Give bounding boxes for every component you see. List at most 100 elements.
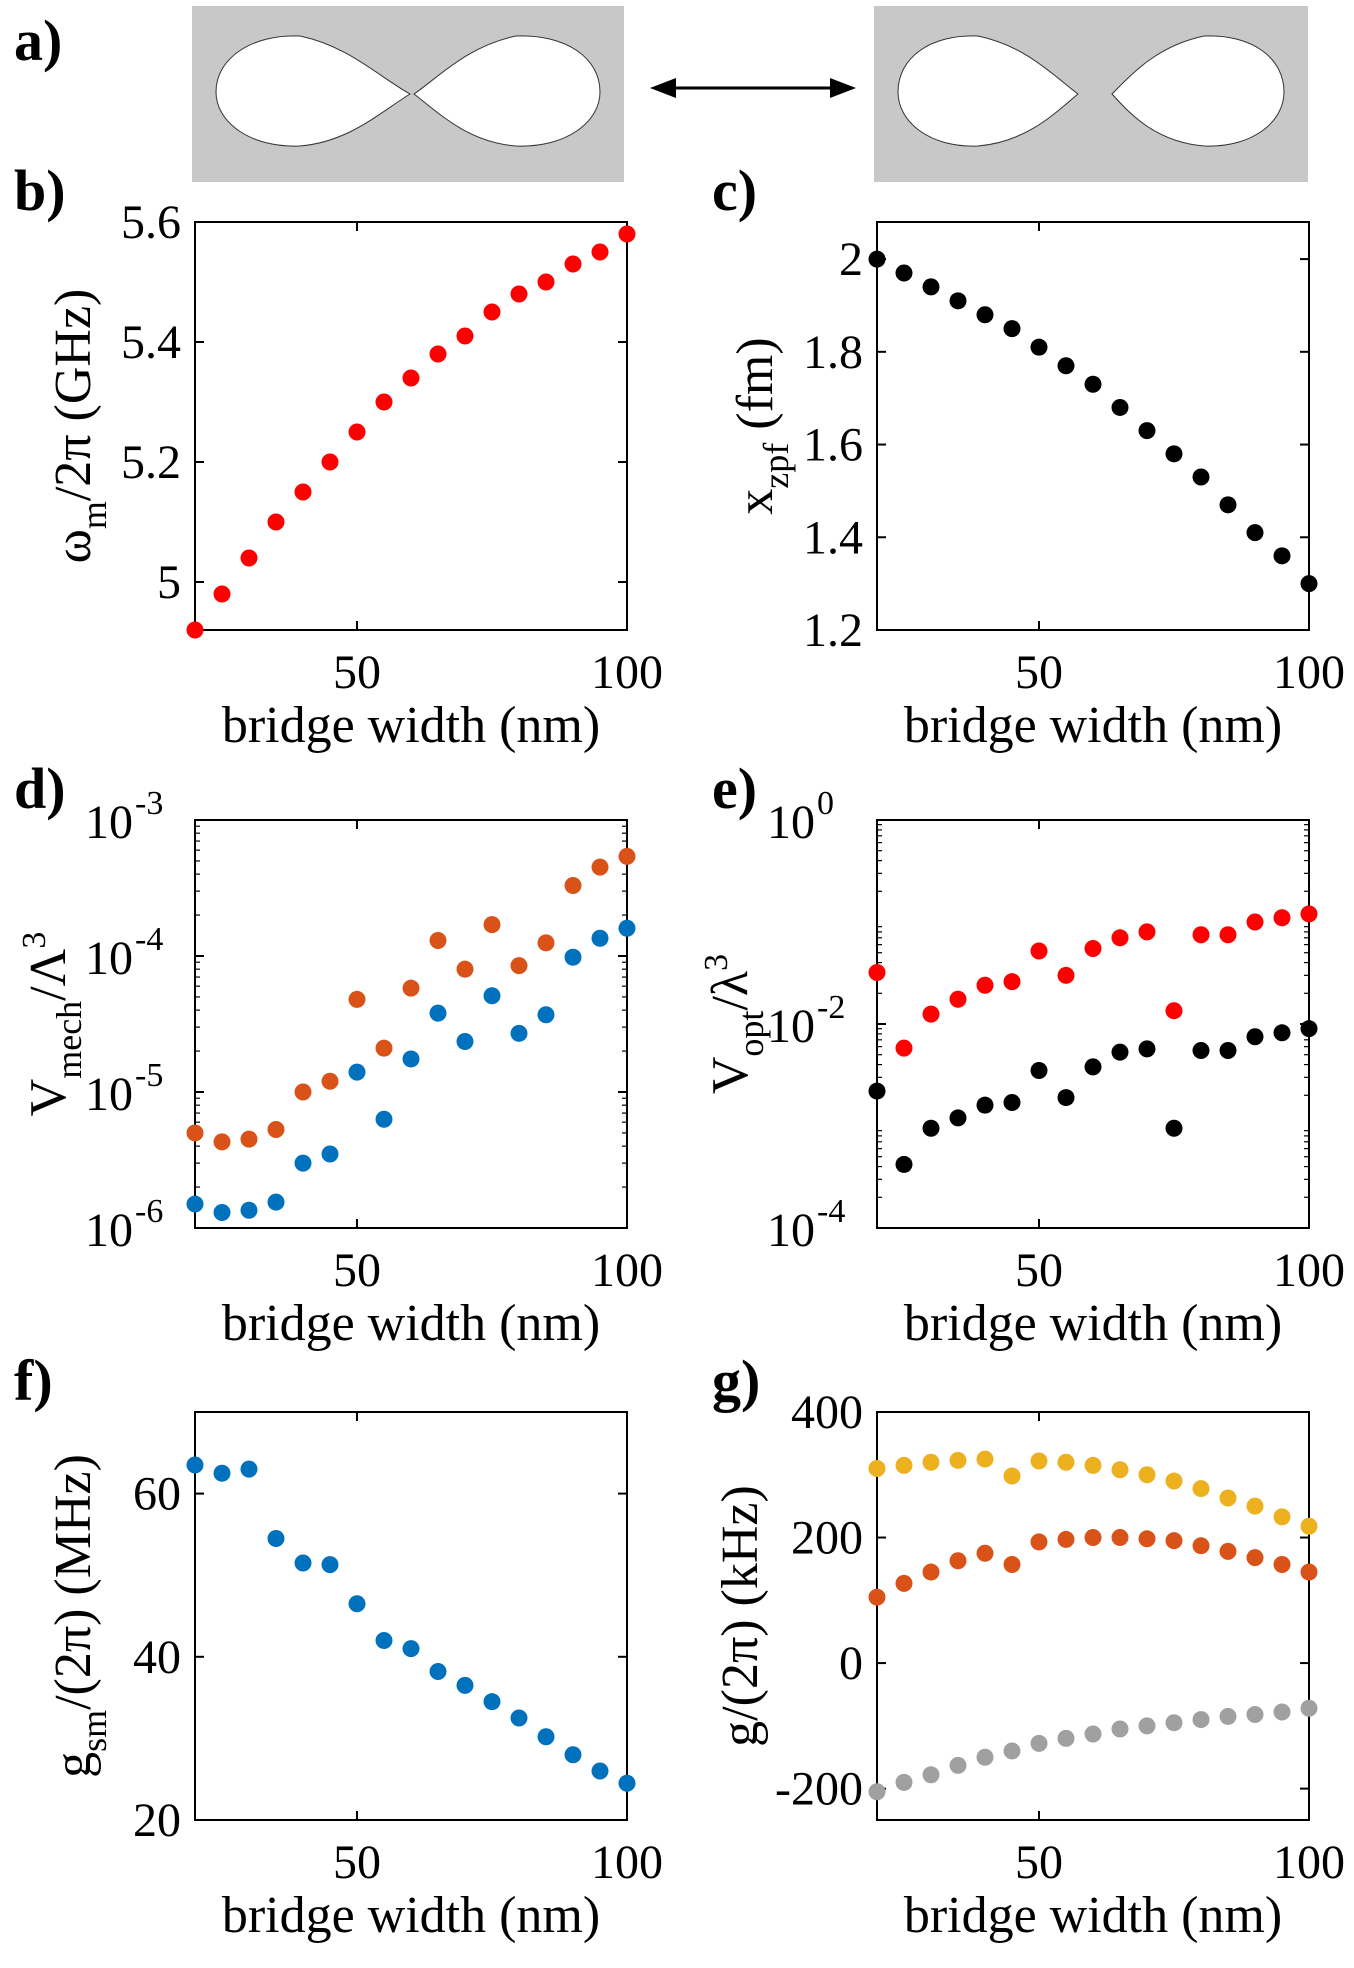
data-point	[375, 393, 393, 411]
data-point	[922, 1119, 940, 1137]
y-tick-label: 40	[133, 1631, 181, 1684]
data-point	[456, 960, 474, 978]
data-point	[922, 1563, 940, 1581]
data-point	[240, 1460, 258, 1478]
y-axis-label-rest: /(2π) (MHz)	[45, 1454, 102, 1710]
data-point	[1084, 939, 1102, 957]
data-point	[1246, 1706, 1264, 1724]
panel-c-label: c)	[712, 158, 757, 223]
data-point	[1300, 1020, 1318, 1038]
y-tick-label: 10	[85, 1204, 133, 1257]
data-point	[1057, 357, 1075, 375]
data-point	[895, 264, 913, 282]
y-tick-label: 10	[85, 932, 133, 985]
data-point	[1273, 909, 1291, 927]
data-point	[186, 1195, 204, 1213]
x-axis-label: bridge width (nm)	[904, 697, 1282, 754]
data-point	[922, 1453, 940, 1471]
data-point	[868, 1783, 886, 1801]
series-orange-series	[186, 847, 636, 1151]
y-axis-label-base: ω	[45, 529, 102, 563]
data-point	[429, 345, 447, 363]
series-mechanical-frequency	[186, 225, 636, 639]
x-tick-label: 50	[333, 1836, 381, 1889]
y-tick-label: 10	[85, 1068, 133, 1121]
data-point	[321, 1072, 339, 1090]
x-tick-label: 100	[1273, 1244, 1345, 1297]
series-single-mode-coupling	[186, 1456, 636, 1792]
data-point	[402, 369, 420, 387]
data-point	[213, 1464, 231, 1482]
series-gray-series	[868, 1699, 1318, 1801]
data-point	[895, 1456, 913, 1474]
y-axis-label-rest: (fm)	[727, 337, 784, 442]
data-point	[868, 250, 886, 268]
y-axis-label-rest: /λ	[702, 971, 759, 1011]
y-axis-label: xzpf (fm)	[727, 337, 796, 514]
data-point	[1111, 929, 1129, 947]
data-point	[213, 1133, 231, 1151]
data-point	[949, 1451, 967, 1469]
y-tick-exponent: -2	[817, 989, 845, 1026]
data-point	[186, 621, 204, 639]
data-point	[618, 225, 636, 243]
data-point	[1300, 575, 1318, 593]
data-point	[1192, 1711, 1210, 1729]
data-point	[1057, 1453, 1075, 1471]
y-tick-label: -200	[775, 1763, 863, 1816]
y-tick-exponent: -5	[135, 1057, 163, 1094]
data-point	[1138, 1530, 1156, 1548]
data-point	[1246, 1549, 1264, 1567]
chart-c: c) 50 100 1.2 1.4 1.6 1.8 2 bridge width (nm) xzp…	[712, 158, 1345, 754]
y-tick-label: 10	[85, 796, 133, 849]
y-tick-label: 200	[791, 1512, 863, 1565]
data-point	[402, 1050, 420, 1068]
data-point	[1084, 1725, 1102, 1743]
axes-box	[876, 1411, 1310, 1821]
data-point	[1138, 1466, 1156, 1484]
right-hole-1	[897, 35, 1079, 147]
data-point	[1273, 1508, 1291, 1526]
y-axis-label-superscript: 3	[16, 932, 53, 949]
data-point	[348, 423, 366, 441]
data-point	[348, 1595, 366, 1613]
data-point	[1111, 1461, 1129, 1479]
data-point	[1300, 1699, 1318, 1717]
data-point	[1084, 1529, 1102, 1547]
data-point	[618, 919, 636, 937]
data-point	[976, 306, 994, 324]
panel-f-label: f)	[14, 1348, 53, 1413]
data-point	[1003, 320, 1021, 338]
series-black-series	[868, 1020, 1318, 1173]
y-tick-label: 1.6	[803, 419, 863, 472]
data-point	[294, 1554, 312, 1572]
data-point	[1273, 1024, 1291, 1042]
data-point	[1138, 1040, 1156, 1058]
y-axis-label: g/(2π) (kHz)	[712, 1485, 769, 1747]
data-point	[1084, 1456, 1102, 1474]
left-hole-1	[215, 35, 411, 147]
y-axis-label-base: g/(2π) (kHz)	[712, 1485, 769, 1747]
left-hole-2	[413, 35, 601, 147]
data-point	[213, 585, 231, 603]
data-point	[456, 327, 474, 345]
data-point	[267, 513, 285, 531]
y-tick-label: 10	[767, 1000, 815, 1053]
series-red-series	[868, 905, 1318, 1057]
data-point	[1057, 1530, 1075, 1548]
data-point	[1057, 966, 1075, 984]
x-tick-label: 100	[1273, 1836, 1345, 1889]
y-tick-label: 2	[839, 233, 863, 286]
data-point	[1165, 1532, 1183, 1550]
x-tick-label: 50	[1015, 1244, 1063, 1297]
data-point	[1111, 398, 1129, 416]
data-point	[1246, 1028, 1264, 1046]
data-point	[1219, 1041, 1237, 1059]
data-point	[1300, 1517, 1318, 1535]
data-point	[537, 273, 555, 291]
data-point	[949, 1756, 967, 1774]
x-tick-label: 50	[1015, 646, 1063, 699]
y-tick-label: 1.8	[803, 326, 863, 379]
data-point	[1003, 1742, 1021, 1760]
